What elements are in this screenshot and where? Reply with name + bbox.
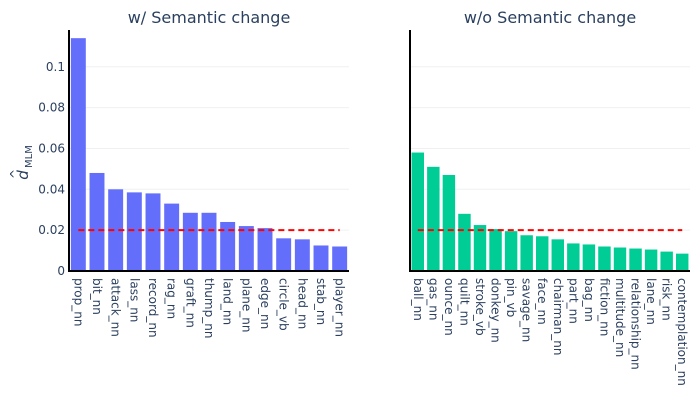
bar-donkey_nn [489,229,502,271]
bar-stroke_vb [473,225,487,271]
bar-lane_nn [644,249,658,271]
y-tick-label: 0.06 [38,141,65,155]
bar-face_nn [536,236,549,271]
y-tick-label: 0.02 [38,223,65,237]
x-tick-label: relationship_nn [629,278,643,370]
bar-risk_nn [660,251,673,271]
panel-2: ball_nn gas_nn ounce_nn quilt_nn stroke_vb do… [409,8,690,386]
y-tick-label: 0.04 [38,182,65,196]
bar-record_nn [145,193,161,271]
x-tick-label: donkey_nn [489,278,503,343]
bar-land_nn [220,221,236,271]
x-tick-label: ounce_nn [442,278,456,336]
bar-edge_nn [257,228,273,271]
y-tick-label: 0.08 [38,101,65,115]
x-tick-label: contemplation_nn [675,278,689,386]
y-axis-label-main: d [14,170,32,180]
bar-ball_nn [411,152,424,271]
bar-plane_nn [238,226,254,271]
x-tick-label: head_nn [295,278,309,329]
bar-lass_nn [126,192,142,271]
x-tick-label: plane_nn [239,278,253,333]
x-tick-label: savage_nn [520,278,534,342]
x-tick-label: chairman_nn [551,278,565,355]
bar-prop_nn [70,38,86,271]
bar-rag_nn [164,203,180,271]
x-tick-label: thump_nn [202,278,216,338]
bar-relationship_nn [629,248,642,271]
x-tick-label: pin_vb [504,278,518,317]
y-axis-label: d^MLM [8,145,35,180]
x-tick-label: lane_nn [644,278,658,325]
x-tick-label: gas_nn [426,278,440,320]
y-axis-label-hat: ^ [8,169,22,179]
x-tick-label: stroke_vb [473,278,487,336]
x-tick-label: lass_nn [127,278,141,322]
bar-thump_nn [201,212,217,271]
x-tick-label: ball_nn [411,278,425,321]
bar-stab_nn [313,245,329,271]
bar-circle_vb [276,238,292,271]
bar-bag_nn [582,244,596,271]
bar-chairman_nn [551,239,564,271]
bar-bit_nn [89,172,105,271]
bar-ounce_nn [442,175,456,271]
bar-savage_nn [520,235,533,271]
x-tick-label: quilt_nn [457,278,471,326]
x-tick-label: player_nn [333,278,347,337]
x-tick-label: rag_nn [165,278,179,319]
x-tick-label: multitude_nn [613,278,627,357]
y-tick-label: 0.1 [46,60,65,74]
panel-title: w/o Semantic change [464,8,636,27]
bar-gas_nn [427,166,440,271]
y-axis-label-sub: MLM [24,145,35,168]
bar-contemplation_nn [676,253,689,271]
bar-graft_nn [182,212,198,271]
y-tick-label: 0 [57,264,65,278]
bar-head_nn [294,239,310,271]
panel-title: w/ Semantic change [128,8,291,27]
x-tick-label: bag_nn [582,278,596,322]
x-tick-label: attack_nn [109,278,123,337]
x-tick-label: edge_nn [258,278,272,329]
x-tick-label: fiction_nn [597,278,611,336]
x-tick-label: stab_nn [314,278,328,325]
bar-attack_nn [108,189,124,271]
x-tick-label: bit_nn [90,278,104,315]
x-tick-label: land_nn [221,278,235,325]
x-tick-label: face_nn [535,278,549,325]
bar-pin_vb [504,231,518,271]
bar-player_nn [332,246,348,271]
x-tick-label: part_nn [566,278,580,324]
x-tick-label: graft_nn [183,278,197,328]
x-tick-label: record_nn [146,278,160,338]
bar-quilt_nn [458,213,471,271]
bar-fiction_nn [598,246,611,271]
bar-part_nn [567,243,580,271]
x-tick-label: prop_nn [71,278,85,326]
x-tick-label: circle_vb [277,278,291,331]
panel-1: 0 0.02 0.04 0.06 0.08 0.1 prop_nn bit_nn attack_… [38,8,349,338]
x-tick-label: risk_nn [660,278,674,321]
bar-multitude_nn [613,247,627,271]
